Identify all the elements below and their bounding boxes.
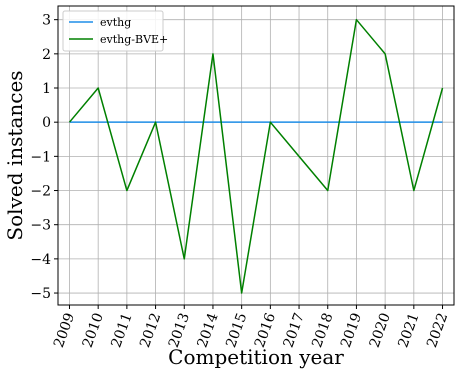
x-tick-label: 2009 <box>51 311 78 350</box>
x-tick-label: 2019 <box>338 311 365 350</box>
x-tick-label: 2018 <box>309 311 336 350</box>
y-axis-label: Solved instances <box>3 70 27 240</box>
x-tick-label: 2013 <box>166 311 193 350</box>
y-tick-label: −5 <box>30 286 51 302</box>
legend-entry: evthg-BVE+ <box>100 33 168 46</box>
y-tick-label: 1 <box>42 81 51 97</box>
y-tick-label: 2 <box>42 47 51 63</box>
legend-entry: evthg <box>100 16 131 29</box>
x-tick-label: 2017 <box>281 311 308 350</box>
x-tick-label: 2021 <box>395 311 422 350</box>
y-tick-label: −2 <box>30 184 51 200</box>
series-line-1 <box>68 18 444 294</box>
plot-frame <box>57 5 455 306</box>
y-tick-label: 0 <box>42 115 51 131</box>
series-lines <box>68 18 444 294</box>
x-tick-label: 2020 <box>367 311 394 350</box>
x-tick-label: 2022 <box>424 311 451 350</box>
x-tick-label: 2016 <box>252 311 279 350</box>
y-tick-label: −1 <box>30 149 51 165</box>
legend-box <box>62 10 164 52</box>
y-tick-label: −3 <box>30 218 51 234</box>
x-axis-label: Competition year <box>168 345 344 369</box>
x-tick-label: 2015 <box>223 311 250 350</box>
x-tick-label: 2014 <box>194 311 221 350</box>
x-tick-label: 2010 <box>80 311 107 350</box>
x-tick-label: 2012 <box>137 311 164 350</box>
y-tick-label: 3 <box>42 13 51 29</box>
legend: evthg evthg-BVE+ <box>62 10 168 52</box>
x-tick-label: 2011 <box>108 311 135 350</box>
y-tick-label: −4 <box>30 252 51 268</box>
axis-ticks: 2009 2010 2011 2012 2013 2014 2015 2016 2017 2018… <box>30 13 451 350</box>
